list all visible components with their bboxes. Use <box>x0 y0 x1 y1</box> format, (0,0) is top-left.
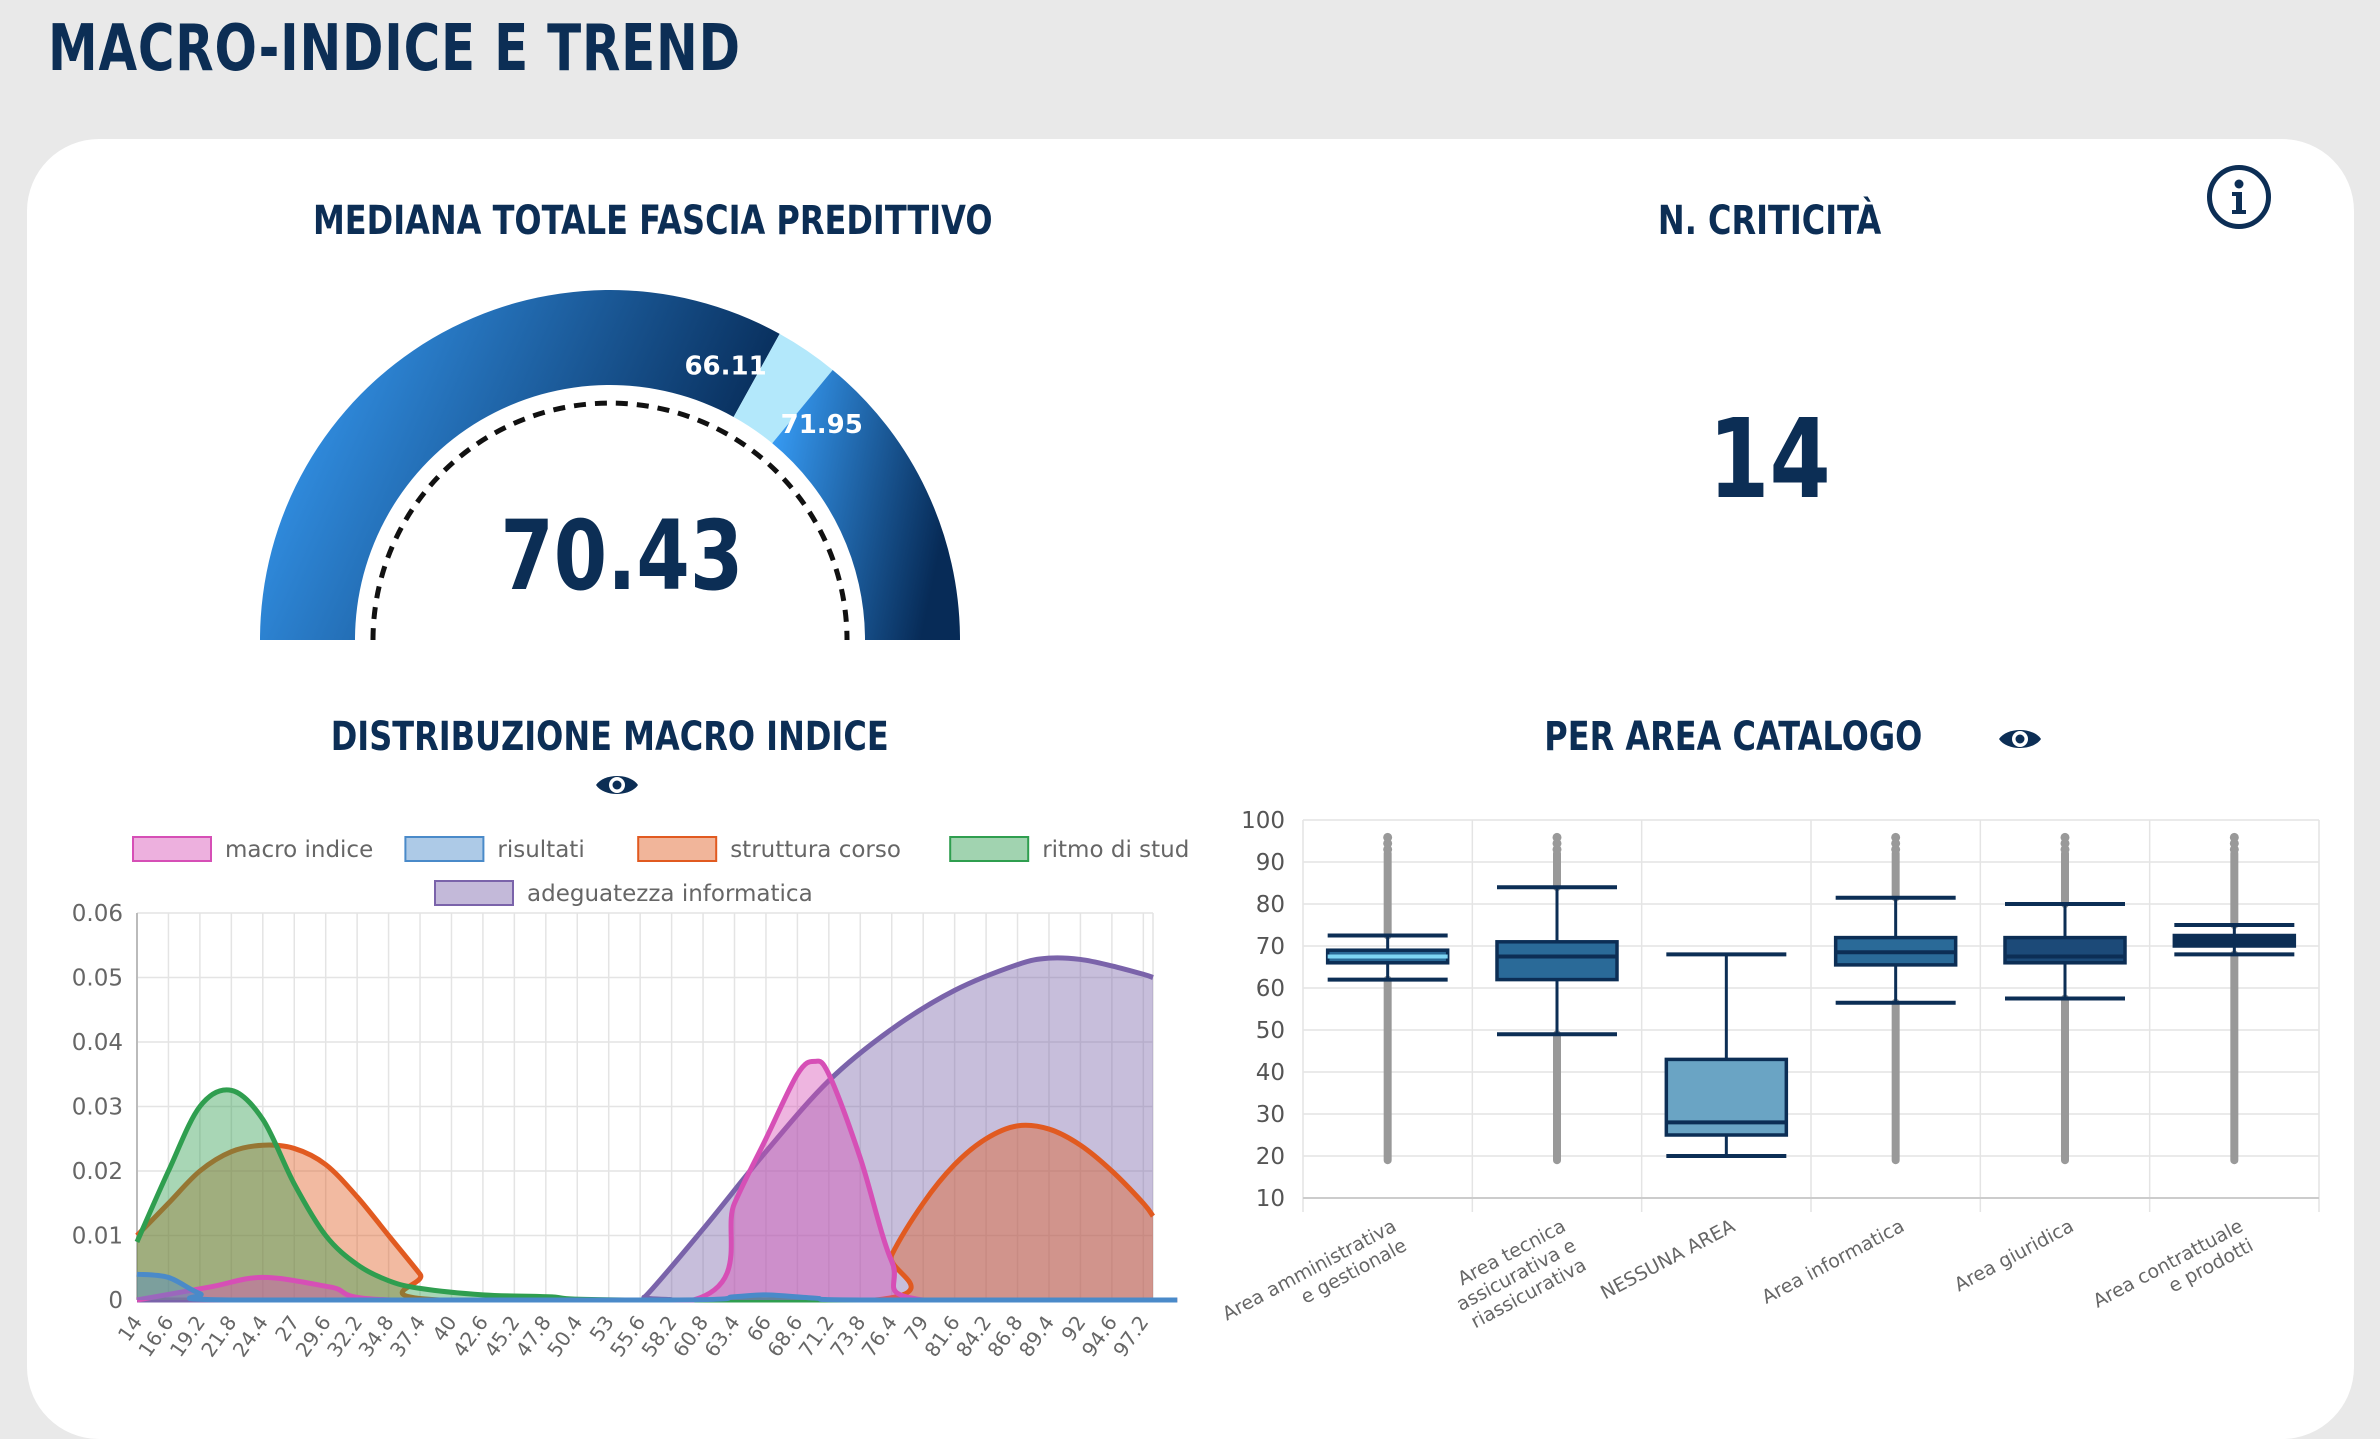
outlier-point <box>1552 832 1562 842</box>
x-tick-label: 89.4 <box>1014 1311 1059 1361</box>
y-tick-label: 50 <box>1256 1018 1285 1044</box>
legend-swatch <box>404 836 485 862</box>
series-area-adeguatezza-informatica <box>137 957 1153 1300</box>
category-label-line: Area giuridica <box>1951 1215 2078 1296</box>
legend-swatch <box>132 836 212 862</box>
gauge-value: 70.43 <box>500 500 744 612</box>
category-label: Area tecnicaassicurativa eriassicurativa <box>1442 1215 1590 1335</box>
y-tick-label: 70 <box>1256 934 1285 960</box>
y-tick-label: 10 <box>1256 1186 1285 1212</box>
legend-label: macro indice <box>225 837 373 863</box>
y-tick-label: 20 <box>1256 1144 1285 1170</box>
gauge-arc-high <box>772 369 960 640</box>
box-3 <box>1833 832 1958 1165</box>
y-tick-label: 40 <box>1256 1060 1285 1086</box>
legend-item: adeguatezza informatica <box>434 880 813 907</box>
legend-swatch <box>949 836 1030 862</box>
y-tick-label: 90 <box>1256 850 1285 876</box>
legend-label: struttura corso <box>730 837 901 863</box>
outlier-point <box>1891 832 1901 842</box>
y-tick-label: 60 <box>1256 976 1285 1002</box>
gauge-arc-low <box>260 290 780 640</box>
y-tick-label: 80 <box>1256 892 1285 918</box>
category-label-line: NESSUNA AREA <box>1597 1215 1739 1304</box>
x-tick-label: 37.4 <box>385 1311 430 1361</box>
y-tick-label: 0.05 <box>72 966 123 992</box>
category-label: Area contrattualee prodotti <box>2089 1215 2257 1332</box>
series-line-macro-indice <box>136 1058 1178 1303</box>
eye-icon[interactable] <box>1997 724 2043 754</box>
category-label: Area amministrativae gestionale <box>1219 1215 1410 1345</box>
y-tick-label: 0 <box>108 1288 123 1314</box>
area-catalog-title: PER AREA CATALOGO <box>1450 714 2090 760</box>
legend-item: struttura corso <box>637 836 901 863</box>
gauge-arc-band <box>733 333 833 444</box>
x-tick-label: 97.2 <box>1108 1311 1153 1361</box>
category-label: NESSUNA AREA <box>1597 1215 1739 1304</box>
gauge-chart: 66.11 71.95 <box>260 290 960 641</box>
legend-item: ritmo di studio <box>949 836 1190 863</box>
series-area-struttura-corso <box>137 1125 1153 1300</box>
gauge-median-ring <box>370 400 850 641</box>
distribution-chart: 1416.619.221.824.42729.632.234.837.44042… <box>72 836 1190 1361</box>
x-tick-label: 50.4 <box>542 1311 587 1361</box>
box-1 <box>1495 832 1619 1165</box>
info-button[interactable] <box>2207 165 2271 229</box>
y-tick-label: 0.01 <box>72 1224 123 1250</box>
gauge-title: MEDIANA TOTALE FASCIA PREDITTIVO <box>312 198 993 244</box>
info-circle-icon <box>2232 179 2246 214</box>
x-tick-label: 76.4 <box>857 1311 902 1361</box>
y-tick-label: 100 <box>1241 808 1285 834</box>
outlier-point <box>1383 832 1393 842</box>
legend-item: risultati <box>404 836 585 863</box>
criticita-count: 14 <box>1708 395 1832 523</box>
box-2 <box>1664 952 1789 1158</box>
x-tick-label: 63.4 <box>699 1311 744 1361</box>
y-tick-label: 0.06 <box>72 901 123 927</box>
box-0 <box>1325 832 1450 1165</box>
gauge-band-end-label: 71.95 <box>781 410 863 440</box>
y-tick-label: 0.03 <box>72 1095 123 1121</box>
box-5 <box>2172 832 2297 1165</box>
outlier-point <box>2229 832 2239 842</box>
series-line-risultati <box>136 1271 1178 1303</box>
gauge-band-start-label: 66.11 <box>684 351 766 381</box>
box-iqr <box>1495 940 1619 982</box>
kpi-title: N. CRITICITÀ <box>1658 198 1882 244</box>
y-tick-label: 0.02 <box>72 1159 123 1185</box>
legend-label: adeguatezza informatica <box>527 881 813 907</box>
box-4 <box>2003 832 2127 1165</box>
legend-label: ritmo di studio <box>1042 837 1190 863</box>
legend-swatch <box>434 880 514 906</box>
category-label: Area giuridica <box>1951 1215 2078 1296</box>
category-label: Area informatica <box>1758 1215 1908 1309</box>
category-label-line: Area informatica <box>1758 1215 1908 1309</box>
page-title: MACRO-INDICE E TREND <box>48 12 741 86</box>
y-tick-label: 30 <box>1256 1102 1285 1128</box>
eye-icon[interactable] <box>594 770 640 800</box>
y-tick-label: 0.04 <box>72 1030 123 1056</box>
legend-swatch <box>637 836 718 862</box>
box-iqr <box>2003 935 2127 965</box>
x-tick-label: 24.4 <box>228 1311 273 1361</box>
outlier-point <box>2060 832 2070 842</box>
area-catalog-boxplot: 10 20 30 40 50 60 70 80 90 100 Area amministrativa… <box>1219 808 2320 1345</box>
legend-item: macro indice <box>132 836 373 863</box>
legend-label: risultati <box>497 837 584 863</box>
distribution-title: DISTRIBUZIONE MACRO INDICE <box>230 714 990 806</box>
